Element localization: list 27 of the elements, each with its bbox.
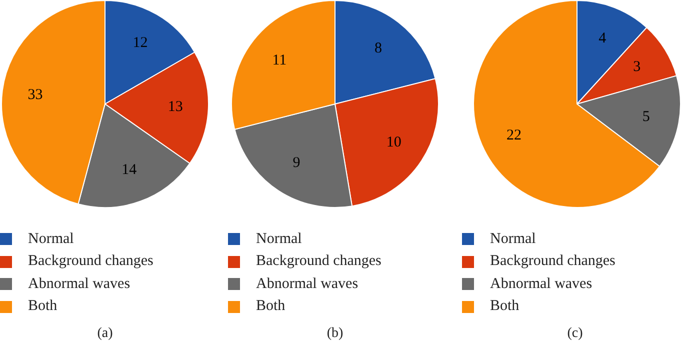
data-label: 4 bbox=[598, 30, 607, 46]
data-label: 8 bbox=[374, 40, 382, 56]
data-label: 10 bbox=[386, 134, 402, 150]
data-label: 11 bbox=[272, 52, 287, 69]
legend-label: Both bbox=[28, 298, 58, 316]
legend-label: Background changes bbox=[256, 253, 382, 270]
text: (c) bbox=[566, 326, 584, 342]
legend-label: Normal bbox=[256, 230, 302, 248]
legend-label: Background changes bbox=[490, 253, 616, 270]
data-label: 3 bbox=[633, 58, 641, 75]
legend-label: Abnormal waves bbox=[28, 276, 130, 293]
data-label: 5 bbox=[642, 108, 650, 125]
legend-label: Abnormal waves bbox=[490, 276, 592, 293]
data-label: 33 bbox=[28, 86, 43, 103]
text: (b) bbox=[326, 326, 344, 342]
legend-label: Both bbox=[490, 298, 520, 316]
legend-label: Both bbox=[256, 298, 286, 316]
legend-label: Abnormal waves bbox=[256, 276, 358, 293]
data-label: 14 bbox=[122, 162, 138, 178]
data-label: 13 bbox=[168, 99, 183, 116]
text: (a) bbox=[96, 326, 114, 342]
legend-label: Background changes bbox=[28, 253, 154, 270]
data-label: 9 bbox=[292, 154, 300, 171]
data-label: 22 bbox=[506, 127, 522, 144]
legend-label: Normal bbox=[490, 230, 536, 248]
legend-label: Normal bbox=[28, 230, 74, 248]
data-label: 12 bbox=[132, 34, 148, 51]
